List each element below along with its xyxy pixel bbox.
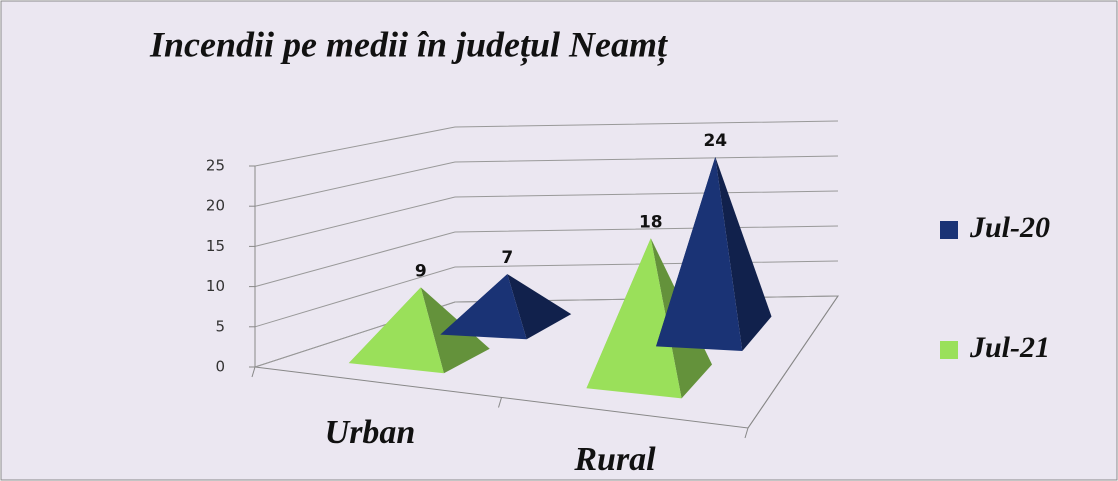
y-tick-label: 20 (206, 197, 225, 215)
value-label: 18 (639, 212, 663, 232)
x-tick-mark (744, 427, 749, 439)
legend-label: Jul-20 (969, 211, 1050, 244)
value-label: 9 (415, 261, 427, 281)
pyramid-front-face (586, 238, 682, 399)
x-tick-mark (251, 366, 256, 378)
axis-line (747, 295, 839, 429)
legend-swatch (940, 221, 958, 239)
x-tick-mark (498, 397, 502, 408)
pyramid-front-face (348, 287, 444, 374)
pyramid-front-face (656, 156, 743, 352)
value-label: 24 (703, 131, 727, 151)
pyramid-right-face (715, 156, 772, 352)
grid-line (254, 155, 839, 207)
y-tick-label: 5 (215, 317, 225, 335)
pyramid (656, 156, 772, 352)
y-tick-label: 0 (215, 358, 225, 376)
legend-label: Jul-21 (969, 331, 1050, 364)
pyramid (440, 274, 572, 340)
x-tick-label: Rural (573, 441, 656, 478)
pyramid-front-face (440, 274, 527, 340)
pyramid-right-face (507, 274, 572, 340)
chart-title: Incendii pe medii în județul Neamț (149, 24, 668, 65)
value-label: 7 (501, 248, 513, 268)
grid-line (254, 120, 839, 167)
y-tick-label: 25 (206, 157, 225, 175)
legend-swatch (940, 341, 958, 359)
x-tick-label: Urban (325, 414, 416, 451)
y-tick-label: 10 (206, 277, 225, 295)
y-tick-label: 15 (206, 237, 225, 255)
